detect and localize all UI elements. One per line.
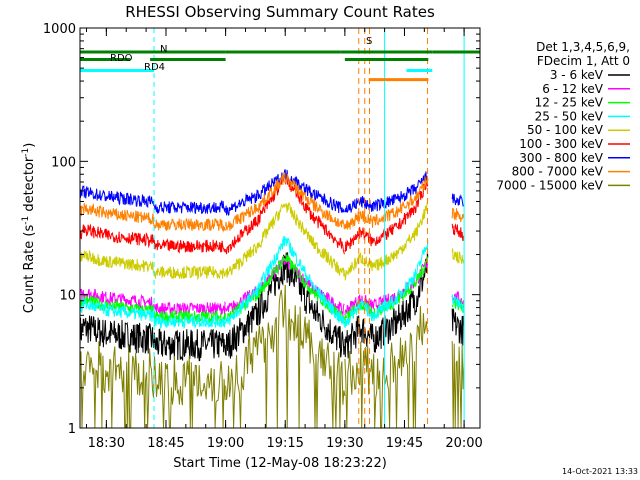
legend-header-line-1: Det 1,3,4,5,6,9, (536, 40, 630, 54)
series-line-7-segment-1 (225, 172, 345, 231)
footer-date: 14-Oct-2021 13:33 (562, 467, 638, 476)
flag-label-RDO: RDO (110, 53, 133, 64)
x-tick-label: 19:30 (326, 436, 363, 451)
legend-header-line-2: FDecim 1, Att 0 (537, 54, 630, 68)
legend: Det 1,3,4,5,6,9, FDecim 1, Att 0 3 - 6 k… (496, 40, 630, 192)
plot-area: N S RDO RD4 (80, 28, 480, 428)
legend-label: 7000 - 15000 keV (496, 178, 603, 192)
x-tick-label: 19:45 (386, 436, 423, 451)
series-line-6-segment-1 (225, 169, 345, 217)
legend-label: 25 - 50 keV (535, 109, 604, 123)
series-line-2-segment-3 (451, 297, 465, 313)
series-line-2-segment-1 (225, 254, 345, 324)
series-line-5-segment-3 (451, 223, 465, 242)
series-line-5-segment-0 (80, 223, 226, 255)
series-line-7-segment-2 (344, 175, 429, 230)
y-tick-label: 10 (59, 289, 76, 304)
flag-label-S: S (366, 36, 372, 47)
legend-label: 100 - 300 keV (519, 137, 603, 151)
x-tick-label: 19:15 (266, 436, 303, 451)
series-line-7-segment-0 (80, 202, 226, 233)
series-line-3-segment-0 (80, 297, 226, 330)
legend-label: 300 - 800 keV (519, 151, 603, 165)
x-axis-label: Start Time (12-May-08 18:23:22) (173, 456, 387, 471)
flag-label-N: N (160, 44, 167, 55)
legend-label: 12 - 25 keV (535, 96, 604, 110)
series-line-4-segment-0 (80, 250, 226, 281)
plot-frame (79, 27, 481, 429)
series-line-3-segment-1 (225, 235, 345, 327)
y-tick-label: 1 (68, 422, 76, 437)
series-line-0-segment-2 (344, 251, 429, 359)
series-line-8-segment-0 (80, 341, 226, 428)
series-line-8-segment-1 (225, 284, 346, 428)
x-tick-label: 18:30 (88, 436, 125, 451)
legend-label: 50 - 100 keV (527, 123, 604, 137)
y-axis-label: Count Rate (s-1 detector-1) (21, 143, 37, 314)
legend-label: 800 - 7000 keV (512, 165, 604, 179)
series-line-4-segment-2 (344, 198, 429, 281)
series-line-3-segment-3 (451, 294, 465, 312)
series-line-4-segment-1 (225, 201, 345, 278)
y-tick-label: 100 (51, 155, 76, 170)
legend-label: 6 - 12 keV (542, 82, 604, 96)
series-line-0-segment-3 (451, 308, 465, 346)
chart-title: RHESSI Observing Summary Count Rates (125, 3, 435, 21)
series-line-4-segment-3 (451, 248, 465, 264)
x-tick-label: 18:45 (147, 436, 184, 451)
legend-label: 3 - 6 keV (550, 68, 604, 82)
series-line-6-segment-3 (451, 193, 465, 207)
axis-ticks: 18:30 18:45 19:00 19:15 19:30 19:45 20:00 1 10 10… (43, 22, 483, 451)
x-tick-label: 20:00 (445, 436, 482, 451)
series-line-8-segment-3 (451, 341, 465, 428)
flag-label-RD4: RD4 (144, 62, 165, 73)
y-tick-label: 1000 (43, 22, 76, 37)
x-tick-label: 19:00 (207, 436, 244, 451)
series-line-0-segment-0 (80, 315, 226, 362)
series-line-6-segment-0 (80, 185, 226, 215)
series-line-7-segment-3 (451, 207, 465, 223)
